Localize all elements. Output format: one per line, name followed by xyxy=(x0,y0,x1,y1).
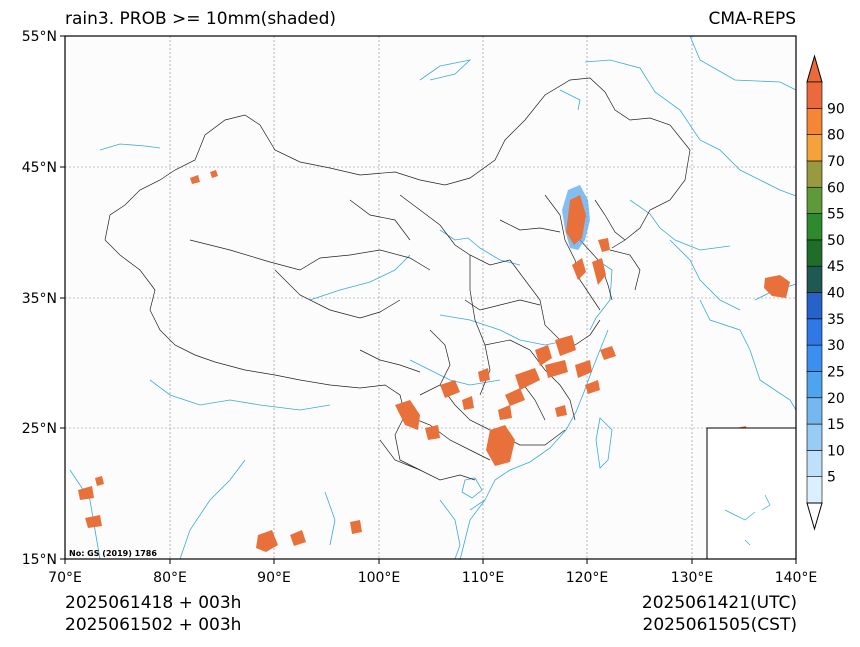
model-name: CMA-REPS xyxy=(708,9,796,29)
colorbar-level-label: 80 xyxy=(827,128,845,144)
lon-axis: 70°E 80°E 90°E 100°E 110°E 120°E 130°E 1… xyxy=(48,559,817,586)
lon-label: 80°E xyxy=(153,570,187,586)
colorbar-level-label: 25 xyxy=(827,364,845,380)
init-utc-line: 2025061418 + 003h xyxy=(65,593,242,613)
lat-label: 35°N xyxy=(22,291,57,307)
colorbar-band xyxy=(806,108,823,135)
colorbar-level-label: 60 xyxy=(827,180,845,196)
precip-probability-shading xyxy=(78,170,790,552)
lon-label: 90°E xyxy=(257,570,291,586)
colorbar-level-label: 55 xyxy=(827,207,845,223)
colorbar-band xyxy=(806,239,823,267)
colorbar-level-label: 45 xyxy=(827,259,845,275)
colorbar-band xyxy=(806,397,823,425)
approval-number: No: GS (2019) 1786 xyxy=(69,549,157,558)
colorbar-level-label: 40 xyxy=(827,286,845,302)
lat-label: 55°N xyxy=(22,29,57,45)
colorbar-level-label: 10 xyxy=(827,443,845,459)
colorbar-band xyxy=(806,81,823,109)
lat-label: 15°N xyxy=(22,552,57,568)
colorbar-band xyxy=(806,134,823,162)
lon-label: 140°E xyxy=(775,570,818,586)
valid-utc: 2025061421(UTC) xyxy=(641,593,797,613)
colorbar-band xyxy=(806,265,823,293)
colorbar-band xyxy=(806,292,823,320)
lat-axis: 55°N 45°N 35°N 25°N 15°N xyxy=(22,29,65,568)
colorbar-level-label: 35 xyxy=(827,312,845,328)
colorbar-band xyxy=(806,160,823,188)
lat-label: 45°N xyxy=(22,160,57,176)
lon-label: 110°E xyxy=(462,570,505,586)
colorbar-extend-min xyxy=(806,502,823,531)
colorbar-level-label: 50 xyxy=(827,233,845,249)
colorbar-level-label: 30 xyxy=(827,338,845,354)
coastlines-rivers xyxy=(69,35,797,561)
init-cst-line: 2025061502 + 003h xyxy=(65,615,242,635)
valid-cst: 2025061505(CST) xyxy=(642,615,797,635)
colorbar-level-label: 5 xyxy=(827,470,836,486)
lon-label: 130°E xyxy=(671,570,714,586)
colorbar-level-label: 70 xyxy=(827,154,845,170)
gridlines xyxy=(65,36,796,559)
colorbar-band xyxy=(806,318,823,346)
colorbar-band xyxy=(806,213,823,241)
colorbar-extend-max xyxy=(806,54,823,83)
colorbar-band xyxy=(806,423,823,451)
map-title: rain3. PROB >= 10mm(shaded) xyxy=(65,9,337,29)
inset-islands xyxy=(724,494,771,546)
lat-label: 25°N xyxy=(22,421,57,437)
colorbar-level-label: 15 xyxy=(827,417,845,433)
colorbar-band xyxy=(806,371,823,399)
colorbar: 5 10 15 20 25 30 35 40 45 50 55 60 70 80 90 xyxy=(806,54,845,531)
lon-label: 70°E xyxy=(48,570,82,586)
colorbar-level-label: 90 xyxy=(827,101,845,117)
colorbar-level-label: 20 xyxy=(827,391,845,407)
colorbar-band xyxy=(806,476,823,504)
colorbar-band xyxy=(806,186,823,214)
map-background xyxy=(65,36,796,559)
colorbar-band xyxy=(806,450,823,477)
lon-label: 120°E xyxy=(566,570,609,586)
south-china-sea-inset xyxy=(706,427,797,560)
colorbar-band xyxy=(806,344,823,372)
lon-label: 100°E xyxy=(358,570,401,586)
